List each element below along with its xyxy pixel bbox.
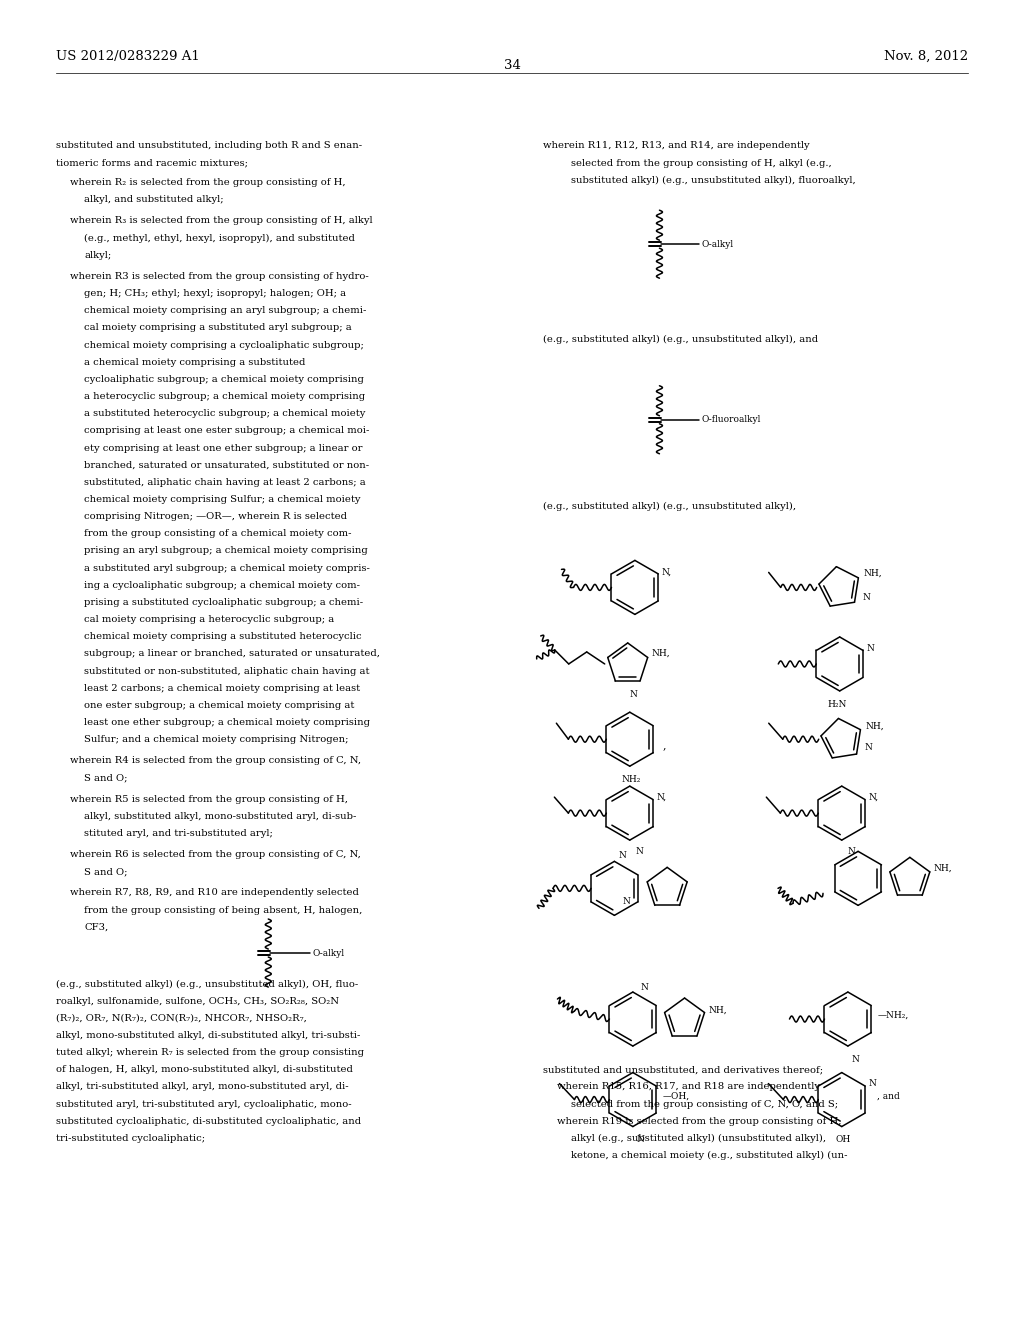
- Text: substituted aryl, tri-substituted aryl, cycloaliphatic, mono-: substituted aryl, tri-substituted aryl, …: [56, 1100, 352, 1109]
- Text: alkyl, substituted alkyl, mono-substituted aryl, di-sub-: alkyl, substituted alkyl, mono-substitut…: [84, 812, 356, 821]
- Text: 34: 34: [504, 59, 520, 73]
- Text: N: N: [630, 690, 638, 700]
- Text: a chemical moiety comprising a substituted: a chemical moiety comprising a substitut…: [84, 358, 306, 367]
- Text: S and O;: S and O;: [84, 774, 128, 783]
- Text: NH,: NH,: [865, 722, 885, 731]
- Text: (e.g., substituted alkyl) (e.g., unsubstituted alkyl), OH, fluo-: (e.g., substituted alkyl) (e.g., unsubst…: [56, 979, 358, 989]
- Text: chemical moiety comprising a substituted heterocyclic: chemical moiety comprising a substituted…: [84, 632, 361, 642]
- Text: wherein R₂ is selected from the group consisting of H,: wherein R₂ is selected from the group co…: [71, 178, 346, 187]
- Text: wherein R5 is selected from the group consisting of H,: wherein R5 is selected from the group co…: [71, 795, 348, 804]
- Text: prising an aryl subgroup; a chemical moiety comprising: prising an aryl subgroup; a chemical moi…: [84, 546, 368, 556]
- Text: wherein R₃ is selected from the group consisting of H, alkyl: wherein R₃ is selected from the group co…: [71, 216, 373, 226]
- Text: N: N: [848, 846, 856, 855]
- Text: alkyl (e.g., substituted alkyl) (unsubstituted alkyl),: alkyl (e.g., substituted alkyl) (unsubst…: [570, 1134, 825, 1143]
- Text: chemical moiety comprising Sulfur; a chemical moiety: chemical moiety comprising Sulfur; a che…: [84, 495, 360, 504]
- Text: N,: N,: [662, 568, 672, 577]
- Text: of halogen, H, alkyl, mono-substituted alkyl, di-substituted: of halogen, H, alkyl, mono-substituted a…: [56, 1065, 353, 1074]
- Text: tuted alkyl; wherein R₇ is selected from the group consisting: tuted alkyl; wherein R₇ is selected from…: [56, 1048, 365, 1057]
- Text: wherein R6 is selected from the group consisting of C, N,: wherein R6 is selected from the group co…: [71, 850, 361, 859]
- Text: NH,: NH,: [934, 863, 952, 873]
- Text: —NH₂,: —NH₂,: [878, 1011, 909, 1019]
- Text: cycloaliphatic subgroup; a chemical moiety comprising: cycloaliphatic subgroup; a chemical moie…: [84, 375, 365, 384]
- Text: gen; H; CH₃; ethyl; hexyl; isopropyl; halogen; OH; a: gen; H; CH₃; ethyl; hexyl; isopropyl; ha…: [84, 289, 346, 298]
- Text: N: N: [623, 898, 631, 907]
- Text: one ester subgroup; a chemical moiety comprising at: one ester subgroup; a chemical moiety co…: [84, 701, 354, 710]
- Text: (e.g., methyl, ethyl, hexyl, isopropyl), and substituted: (e.g., methyl, ethyl, hexyl, isopropyl),…: [84, 234, 355, 243]
- Text: US 2012/0283229 A1: US 2012/0283229 A1: [56, 50, 200, 63]
- Text: a heterocyclic subgroup; a chemical moiety comprising: a heterocyclic subgroup; a chemical moie…: [84, 392, 366, 401]
- Text: —OH,: —OH,: [663, 1092, 690, 1101]
- Text: (e.g., substituted alkyl) (e.g., unsubstituted alkyl), and: (e.g., substituted alkyl) (e.g., unsubst…: [543, 335, 818, 345]
- Text: (e.g., substituted alkyl) (e.g., unsubstituted alkyl),: (e.g., substituted alkyl) (e.g., unsubst…: [543, 502, 796, 511]
- Text: alkyl, tri-substituted alkyl, aryl, mono-substituted aryl, di-: alkyl, tri-substituted alkyl, aryl, mono…: [56, 1082, 349, 1092]
- Text: wherein R3 is selected from the group consisting of hydro-: wherein R3 is selected from the group co…: [71, 272, 369, 281]
- Text: wherein R11, R12, R13, and R14, are independently: wherein R11, R12, R13, and R14, are inde…: [543, 141, 809, 150]
- Text: ing a cycloaliphatic subgroup; a chemical moiety com-: ing a cycloaliphatic subgroup; a chemica…: [84, 581, 360, 590]
- Text: O-alkyl: O-alkyl: [312, 949, 344, 957]
- Text: Sulfur; and a chemical moiety comprising Nitrogen;: Sulfur; and a chemical moiety comprising…: [84, 735, 349, 744]
- Text: chemical moiety comprising a cycloaliphatic subgroup;: chemical moiety comprising a cycloalipha…: [84, 341, 365, 350]
- Text: OH: OH: [836, 1135, 851, 1144]
- Text: N: N: [864, 743, 872, 752]
- Text: substituted alkyl) (e.g., unsubstituted alkyl), fluoroalkyl,: substituted alkyl) (e.g., unsubstituted …: [570, 176, 855, 185]
- Text: tiomeric forms and racemic mixtures;: tiomeric forms and racemic mixtures;: [56, 158, 248, 168]
- Text: N: N: [852, 1055, 860, 1064]
- Text: comprising Nitrogen; —OR—, wherein R is selected: comprising Nitrogen; —OR—, wherein R is …: [84, 512, 347, 521]
- Text: N: N: [641, 982, 649, 991]
- Text: subgroup; a linear or branched, saturated or unsaturated,: subgroup; a linear or branched, saturate…: [84, 649, 380, 659]
- Text: CF3,: CF3,: [84, 923, 109, 932]
- Text: N: N: [618, 851, 627, 859]
- Text: a substituted aryl subgroup; a chemical moiety compris-: a substituted aryl subgroup; a chemical …: [84, 564, 371, 573]
- Text: from the group consisting of being absent, H, halogen,: from the group consisting of being absen…: [84, 906, 362, 915]
- Text: substituted cycloaliphatic, di-substituted cycloaliphatic, and: substituted cycloaliphatic, di-substitut…: [56, 1117, 361, 1126]
- Text: cal moiety comprising a heterocyclic subgroup; a: cal moiety comprising a heterocyclic sub…: [84, 615, 335, 624]
- Text: chemical moiety comprising an aryl subgroup; a chemi-: chemical moiety comprising an aryl subgr…: [84, 306, 367, 315]
- Text: N: N: [866, 644, 873, 653]
- Text: , and: , and: [877, 1092, 899, 1101]
- Text: ety comprising at least one ether subgroup; a linear or: ety comprising at least one ether subgro…: [84, 444, 362, 453]
- Text: comprising at least one ester subgroup; a chemical moi-: comprising at least one ester subgroup; …: [84, 426, 370, 436]
- Text: N: N: [637, 1135, 645, 1144]
- Text: N: N: [868, 1078, 876, 1088]
- Text: selected from the group consisting of C, N, O, and S;: selected from the group consisting of C,…: [570, 1100, 838, 1109]
- Text: S and O;: S and O;: [84, 867, 128, 876]
- Text: O-fluoroalkyl: O-fluoroalkyl: [701, 416, 761, 424]
- Text: N: N: [862, 594, 870, 602]
- Text: wherein R7, R8, R9, and R10 are independently selected: wherein R7, R8, R9, and R10 are independ…: [71, 888, 359, 898]
- Text: NH,: NH,: [651, 649, 671, 657]
- Text: roalkyl, sulfonamide, sulfone, OCH₃, CH₃, SO₂R₂₈, SO₂N: roalkyl, sulfonamide, sulfone, OCH₃, CH₃…: [56, 997, 339, 1006]
- Text: selected from the group consisting of H, alkyl (e.g.,: selected from the group consisting of H,…: [570, 158, 831, 168]
- Text: wherein R19 is selected from the group consisting of H,: wherein R19 is selected from the group c…: [557, 1117, 842, 1126]
- Text: substituted and unsubstituted, including both R and S enan-: substituted and unsubstituted, including…: [56, 141, 362, 150]
- Text: wherein R15, R16, R17, and R18 are independently: wherein R15, R16, R17, and R18 are indep…: [557, 1082, 820, 1092]
- Text: alkyl;: alkyl;: [84, 251, 112, 260]
- Text: ,: ,: [663, 741, 667, 750]
- Text: Nov. 8, 2012: Nov. 8, 2012: [884, 50, 968, 63]
- Text: tri-substituted cycloaliphatic;: tri-substituted cycloaliphatic;: [56, 1134, 206, 1143]
- Text: branched, saturated or unsaturated, substituted or non-: branched, saturated or unsaturated, subs…: [84, 461, 370, 470]
- Text: N: N: [636, 846, 644, 855]
- Text: substituted and unsubstituted, and derivatives thereof;: substituted and unsubstituted, and deriv…: [543, 1065, 823, 1074]
- Text: NH,: NH,: [709, 1006, 727, 1015]
- Text: alkyl, mono-substituted alkyl, di-substituted alkyl, tri-substi-: alkyl, mono-substituted alkyl, di-substi…: [56, 1031, 360, 1040]
- Text: substituted, aliphatic chain having at least 2 carbons; a: substituted, aliphatic chain having at l…: [84, 478, 366, 487]
- Text: NH,: NH,: [863, 568, 883, 577]
- Text: NH₂: NH₂: [622, 775, 641, 784]
- Text: prising a substituted cycloaliphatic subgroup; a chemi-: prising a substituted cycloaliphatic sub…: [84, 598, 364, 607]
- Text: (R₇)₂, OR₇, N(R₇)₂, CON(R₇)₂, NHCOR₇, NHSO₂R₇,: (R₇)₂, OR₇, N(R₇)₂, CON(R₇)₂, NHCOR₇, NH…: [56, 1014, 307, 1023]
- Text: least one ether subgroup; a chemical moiety comprising: least one ether subgroup; a chemical moi…: [84, 718, 371, 727]
- Text: O-alkyl: O-alkyl: [701, 240, 733, 248]
- Text: cal moiety comprising a substituted aryl subgroup; a: cal moiety comprising a substituted aryl…: [84, 323, 352, 333]
- Text: a substituted heterocyclic subgroup; a chemical moiety: a substituted heterocyclic subgroup; a c…: [84, 409, 366, 418]
- Text: N,: N,: [656, 793, 667, 803]
- Text: H₂N: H₂N: [827, 701, 847, 709]
- Text: stituted aryl, and tri-substituted aryl;: stituted aryl, and tri-substituted aryl;: [84, 829, 273, 838]
- Text: least 2 carbons; a chemical moiety comprising at least: least 2 carbons; a chemical moiety compr…: [84, 684, 360, 693]
- Text: alkyl, and substituted alkyl;: alkyl, and substituted alkyl;: [84, 195, 224, 205]
- Text: N,: N,: [868, 793, 879, 803]
- Text: from the group consisting of a chemical moiety com-: from the group consisting of a chemical …: [84, 529, 352, 539]
- Text: wherein R4 is selected from the group consisting of C, N,: wherein R4 is selected from the group co…: [71, 756, 361, 766]
- Text: ketone, a chemical moiety (e.g., substituted alkyl) (un-: ketone, a chemical moiety (e.g., substit…: [570, 1151, 847, 1160]
- Text: substituted or non-substituted, aliphatic chain having at: substituted or non-substituted, aliphati…: [84, 667, 370, 676]
